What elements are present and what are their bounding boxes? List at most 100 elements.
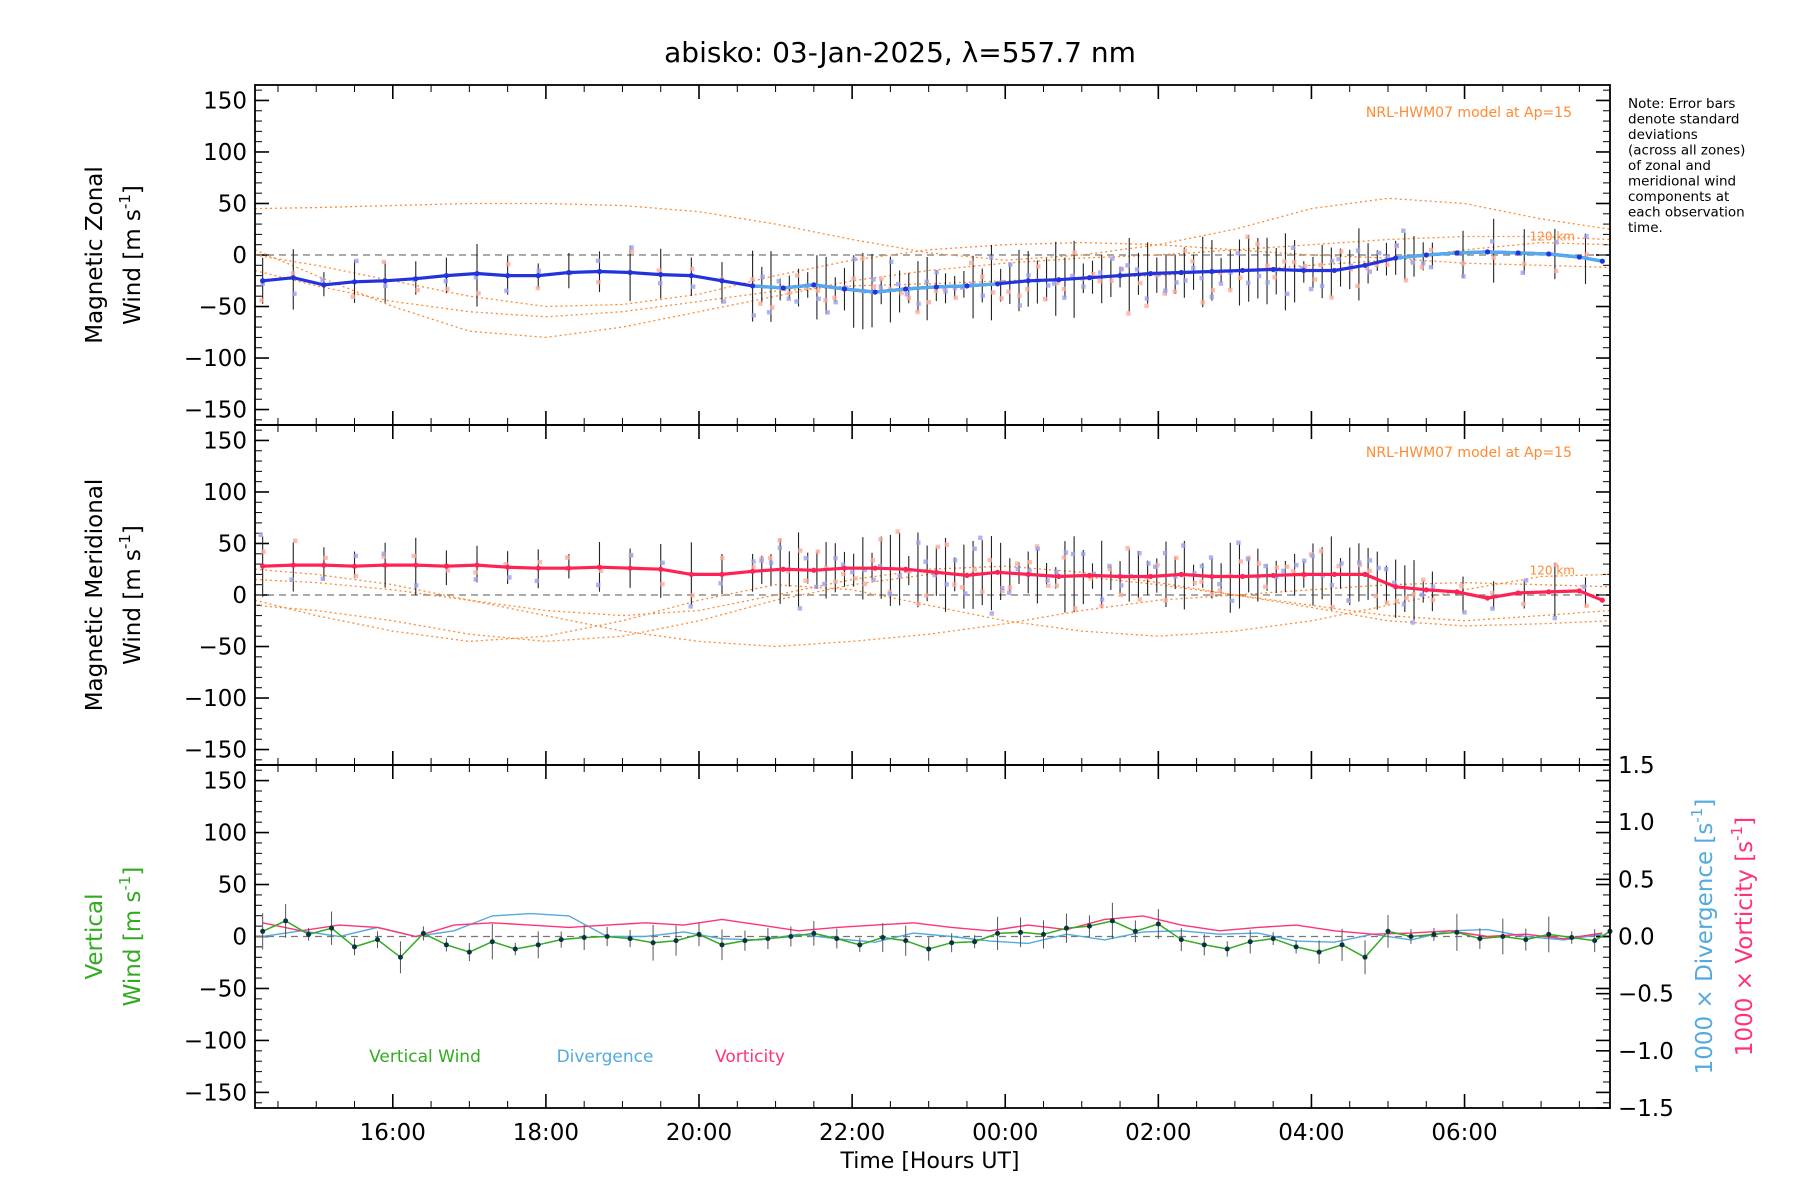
- zone-point: [1338, 249, 1344, 254]
- zone-point: [1428, 265, 1434, 270]
- note-line: Note: Error bars: [1628, 96, 1735, 112]
- zone-point: [1367, 269, 1372, 274]
- zone-point: [1072, 250, 1077, 255]
- zone-point: [1256, 561, 1262, 566]
- mean-wind-point: [749, 283, 756, 289]
- mean-wind-point: [535, 273, 541, 279]
- y-label-sup: -1: [116, 194, 134, 209]
- zone-point: [1218, 281, 1224, 286]
- zone-point: [870, 557, 875, 563]
- vertical-wind-point: [1063, 925, 1069, 931]
- zone-point: [1263, 563, 1268, 569]
- zone-point: [721, 299, 727, 304]
- note-line: meridional wind: [1628, 174, 1736, 190]
- vorticity-line: [262, 915, 1603, 940]
- zone-point: [895, 281, 901, 287]
- zone-point: [815, 288, 821, 293]
- y-label-part: ]: [120, 185, 146, 194]
- zone-point: [1377, 250, 1382, 256]
- zone-point: [1063, 550, 1069, 555]
- zone-point: [777, 538, 782, 543]
- y-tick-label: −50: [198, 976, 247, 1002]
- x-tick-label: 18:00: [513, 1120, 579, 1146]
- zone-point: [1192, 580, 1198, 586]
- zone-point: [980, 274, 985, 280]
- zone-point: [1191, 265, 1196, 270]
- zone-point: [1419, 265, 1425, 270]
- zone-point: [794, 273, 800, 278]
- zone-point: [1308, 286, 1314, 292]
- zone-point: [879, 276, 884, 281]
- zone-point: [596, 582, 601, 588]
- zone-point: [878, 285, 883, 290]
- zone-point: [1200, 300, 1205, 305]
- zone-point: [1581, 584, 1587, 589]
- zone-point: [1199, 276, 1204, 281]
- mean-wind-point: [1209, 268, 1215, 275]
- zone-point: [381, 551, 386, 556]
- mean-wind-point: [719, 571, 725, 577]
- zone-point: [473, 275, 479, 280]
- vertical-wind-point: [420, 930, 426, 936]
- zone-point: [1263, 584, 1268, 589]
- zone-point: [1373, 593, 1378, 599]
- zone-point: [751, 564, 756, 570]
- zone-point: [1163, 598, 1168, 603]
- vertical-wind-point: [581, 935, 587, 941]
- zone-point: [1238, 275, 1243, 280]
- zone-point: [1209, 591, 1215, 597]
- mean-wind-point: [658, 271, 664, 278]
- zone-point: [1054, 569, 1059, 575]
- zone-point: [289, 577, 294, 582]
- vertical-wind-point: [1546, 931, 1552, 937]
- model-curve: [254, 197, 1611, 261]
- zone-point: [476, 291, 481, 296]
- y-label-sup: -1: [116, 876, 134, 891]
- zone-point: [991, 290, 996, 295]
- zone-point: [1174, 280, 1179, 285]
- mean-wind-point: [1599, 258, 1605, 264]
- zone-point: [1299, 266, 1305, 271]
- vertical-wind-point: [1155, 921, 1161, 927]
- mean-wind-point: [780, 285, 786, 291]
- mean-wind-point: [719, 278, 725, 284]
- zone-point: [1199, 579, 1204, 584]
- zone-point: [841, 572, 846, 577]
- mean-wind-point: [1117, 273, 1123, 279]
- vertical-wind-point: [903, 938, 909, 944]
- mean-wind-point: [1576, 254, 1582, 260]
- zone-point: [944, 542, 950, 547]
- zone-point: [720, 555, 725, 561]
- zone-point: [915, 309, 920, 315]
- zone-point: [862, 581, 867, 587]
- zone-point: [1329, 258, 1335, 264]
- zone-point: [415, 287, 420, 293]
- zone-point: [787, 290, 792, 296]
- y-tick-label: 50: [218, 191, 247, 217]
- zone-point: [1329, 582, 1335, 588]
- zone-point: [1403, 278, 1409, 283]
- zone-point: [353, 553, 358, 559]
- vertical-wind-point: [1500, 934, 1506, 939]
- mean-wind-point: [1239, 573, 1246, 580]
- zone-point: [1355, 248, 1361, 253]
- zone-point: [1291, 259, 1297, 265]
- zone-point: [1107, 567, 1113, 572]
- zone-point: [1404, 595, 1409, 601]
- zone-point: [798, 548, 803, 553]
- mean-wind-point: [505, 564, 511, 570]
- zone-point: [1355, 283, 1360, 289]
- y2-tick-label: −1.5: [1618, 1096, 1674, 1122]
- zone-point: [1006, 289, 1011, 294]
- zone-point: [823, 565, 829, 570]
- zone-point: [1061, 555, 1067, 560]
- zone-point: [381, 259, 387, 265]
- y-label-part: ]: [120, 525, 146, 534]
- mean-wind-point: [1056, 277, 1062, 283]
- zone-point: [833, 556, 838, 561]
- note-line: denote standard: [1628, 112, 1739, 128]
- zone-point: [1284, 564, 1290, 569]
- zone-point: [1182, 248, 1188, 254]
- zone-point: [1199, 563, 1205, 569]
- note-line: components at: [1628, 189, 1729, 205]
